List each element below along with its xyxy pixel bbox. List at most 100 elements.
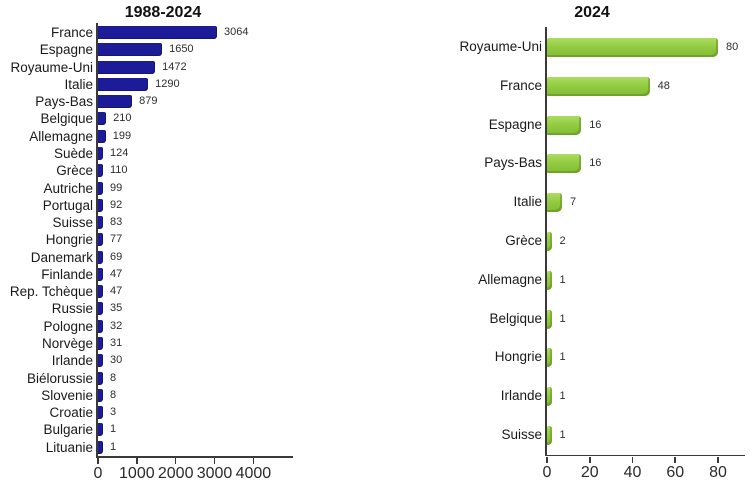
category-label: Bulgarie bbox=[43, 422, 93, 438]
bar bbox=[547, 270, 552, 290]
category-label: Slovenie bbox=[41, 387, 93, 403]
category-label: Pologne bbox=[43, 318, 93, 334]
bar bbox=[98, 60, 156, 74]
chart-1988-2024: 1988-2024 France 3064 Espagne 1650 Royaume-U… bbox=[0, 0, 330, 497]
bar bbox=[547, 76, 650, 96]
axis-tick bbox=[213, 457, 216, 464]
axis-tick-label: 0 bbox=[93, 465, 103, 482]
category-label: Autriche bbox=[43, 180, 93, 196]
value-label: 32 bbox=[110, 319, 123, 332]
value-label: 110 bbox=[110, 164, 128, 177]
axis-tick bbox=[674, 456, 677, 463]
value-label: 3064 bbox=[224, 26, 249, 38]
category-label: Belgique bbox=[40, 111, 93, 127]
bar bbox=[98, 216, 103, 230]
value-label: 16 bbox=[589, 118, 602, 131]
bar bbox=[98, 267, 103, 281]
value-label: 1 bbox=[110, 440, 117, 453]
category-label: Croatie bbox=[49, 405, 93, 421]
bar bbox=[98, 95, 133, 109]
bar bbox=[98, 440, 103, 454]
axis-tick-label: 2000 bbox=[157, 465, 194, 482]
bar bbox=[98, 181, 103, 195]
value-label: 1 bbox=[559, 429, 566, 441]
category-label: Grèce bbox=[56, 163, 93, 179]
y-axis-line bbox=[96, 23, 98, 457]
category-label: France bbox=[499, 77, 542, 93]
value-label: 1472 bbox=[162, 60, 187, 73]
bar bbox=[547, 115, 582, 135]
category-label: Biélorussie bbox=[26, 370, 93, 386]
category-label: Suède bbox=[53, 145, 93, 161]
value-label: 1650 bbox=[169, 43, 194, 56]
axis-tick-label: 3000 bbox=[196, 465, 233, 482]
bar bbox=[98, 302, 103, 316]
chart-title: 2024 bbox=[574, 4, 610, 21]
value-label: 3 bbox=[110, 406, 117, 419]
value-label: 77 bbox=[110, 233, 123, 246]
axis-tick bbox=[174, 457, 177, 464]
axis-tick-label: 20 bbox=[580, 463, 599, 481]
value-label: 48 bbox=[657, 79, 670, 92]
value-label: 83 bbox=[110, 216, 123, 229]
axis-tick-label: 0 bbox=[542, 463, 552, 481]
axis-tick bbox=[588, 456, 591, 463]
value-label: 1 bbox=[559, 351, 566, 364]
value-label: 47 bbox=[110, 267, 123, 280]
bar bbox=[547, 193, 562, 213]
value-label: 1290 bbox=[155, 77, 180, 90]
category-label: Irlande bbox=[51, 353, 93, 369]
category-label: Italie bbox=[64, 76, 93, 92]
category-label: Allemagne bbox=[478, 271, 542, 287]
value-label: 31 bbox=[110, 337, 123, 350]
bar bbox=[98, 423, 103, 437]
bar bbox=[98, 164, 103, 178]
bar bbox=[547, 232, 552, 251]
category-label: Suisse bbox=[501, 427, 542, 442]
category-label: Lituanie bbox=[45, 439, 93, 455]
bar bbox=[98, 337, 103, 351]
bar bbox=[547, 38, 718, 57]
bar bbox=[98, 233, 103, 247]
category-label: Allemagne bbox=[29, 128, 93, 144]
plot-area: Royaume-Uni 80 France 48 Espagne 16 Pays-Bas 16… bbox=[420, 0, 750, 497]
category-label: Italie bbox=[513, 194, 542, 210]
category-label: Pays-Bas bbox=[484, 155, 542, 171]
bar bbox=[98, 26, 217, 39]
bar bbox=[98, 319, 103, 333]
axis-tick-label: 1000 bbox=[119, 465, 155, 482]
axis-tick bbox=[631, 456, 634, 463]
bar bbox=[547, 348, 552, 368]
axis-tick-label: 80 bbox=[709, 463, 727, 481]
category-label: Grèce bbox=[505, 233, 542, 248]
plot-area: France 3064 Espagne 1650 Royaume-Uni 1472 Ital… bbox=[0, 0, 330, 497]
category-label: Danemark bbox=[30, 249, 93, 265]
bar bbox=[98, 354, 103, 368]
axis-tick bbox=[717, 456, 719, 463]
x-axis-line bbox=[96, 456, 293, 458]
category-label: Irlande bbox=[500, 388, 542, 404]
category-label: Russie bbox=[51, 301, 93, 317]
bar bbox=[547, 309, 552, 329]
value-label: 16 bbox=[589, 157, 602, 170]
bar bbox=[98, 112, 107, 126]
value-label: 1 bbox=[559, 390, 566, 403]
bar bbox=[98, 198, 103, 212]
value-label: 210 bbox=[113, 112, 132, 125]
category-label: Finlande bbox=[41, 266, 93, 282]
bar bbox=[98, 129, 106, 143]
bar bbox=[98, 146, 103, 160]
axis-tick-label: 60 bbox=[666, 463, 685, 481]
category-label: Portugal bbox=[42, 197, 93, 213]
bar bbox=[98, 77, 149, 91]
value-label: 879 bbox=[139, 95, 158, 108]
value-label: 8 bbox=[110, 388, 117, 401]
value-label: 99 bbox=[110, 181, 123, 194]
bar bbox=[547, 387, 552, 407]
value-label: 35 bbox=[110, 302, 123, 315]
value-label: 124 bbox=[110, 146, 129, 159]
category-label: Norvège bbox=[41, 336, 93, 352]
bar bbox=[98, 43, 163, 57]
value-label: 69 bbox=[110, 250, 123, 263]
